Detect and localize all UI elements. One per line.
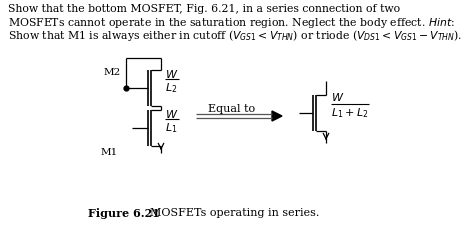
Text: $L_1+L_2$: $L_1+L_2$ [331, 106, 368, 120]
Text: Figure 6.21: Figure 6.21 [88, 208, 160, 219]
Text: M1: M1 [101, 148, 118, 157]
Text: $L_1$: $L_1$ [165, 121, 178, 135]
Text: Show that M1 is always either in cutoff ($V_{GS1} < V_{THN}$) or triode ($V_{DS1: Show that M1 is always either in cutoff … [8, 28, 462, 43]
Text: MOSFETs cannot operate in the saturation region. Neglect the body effect. $\math: MOSFETs cannot operate in the saturation… [8, 16, 455, 30]
Text: $W$: $W$ [331, 91, 345, 103]
Text: $W$: $W$ [165, 68, 179, 80]
Text: M2: M2 [104, 68, 121, 77]
Text: Equal to: Equal to [208, 104, 256, 114]
Text: $L_2$: $L_2$ [165, 81, 177, 95]
Text: MOSFETs operating in series.: MOSFETs operating in series. [143, 208, 319, 218]
Text: Show that the bottom MOSFET, Fig. 6.21, in a series connection of two: Show that the bottom MOSFET, Fig. 6.21, … [8, 4, 400, 14]
Text: $W$: $W$ [165, 108, 179, 120]
Polygon shape [272, 111, 282, 121]
